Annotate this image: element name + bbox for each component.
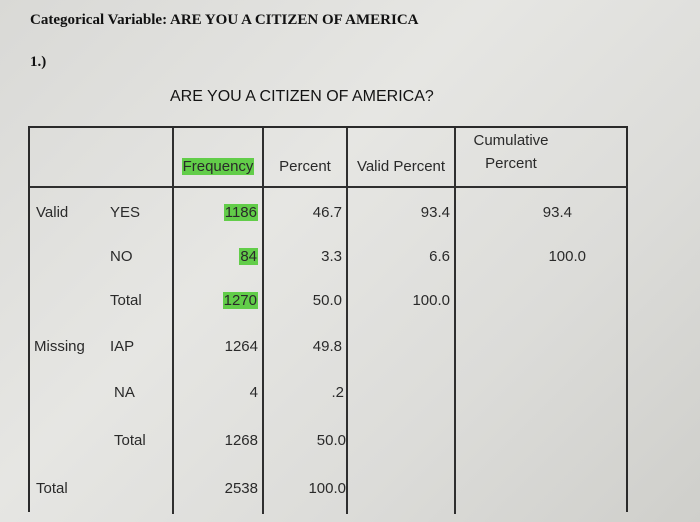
cell-no-valid-percent: 6.6 [429, 248, 450, 265]
grid-line [346, 128, 348, 514]
row-label-iap: IAP [110, 338, 135, 355]
row-label-yes: YES [110, 204, 141, 221]
no-frequency-highlight: 84 [239, 248, 258, 265]
cell-na-percent: .2 [331, 384, 344, 401]
cell-yes-frequency: 1186 [174, 204, 258, 221]
grid-line [262, 128, 264, 514]
frequency-table: Frequency Percent Valid Percent Cumulati… [28, 126, 628, 514]
cell-grand-total-frequency: 2538 [224, 480, 258, 497]
cell-yes-valid-percent: 93.4 [420, 204, 450, 221]
frequency-header-highlight: Frequency [181, 158, 255, 175]
row-label-grand-total: Total [36, 480, 68, 497]
cell-iap-frequency: 1264 [224, 338, 258, 355]
header-percent: Percent [279, 158, 331, 175]
cell-valid-total-valid-percent: 100.0 [412, 292, 450, 309]
cell-no-percent: 3.3 [321, 248, 342, 265]
row-label-valid-total: Total [110, 292, 142, 309]
cell-no-frequency: 84 [174, 248, 258, 265]
table-title: ARE YOU A CITIZEN OF AMERICA? [170, 88, 434, 105]
question-number: 1.) [30, 54, 47, 70]
cell-no-cumulative: 100.0 [548, 248, 586, 265]
group-label-missing: Missing [34, 338, 85, 355]
header-separator [30, 186, 628, 188]
grid-line [454, 128, 456, 514]
row-label-no: NO [110, 248, 133, 265]
header-cumulative-line1: Cumulative [473, 132, 549, 149]
row-label-na: NA [114, 384, 135, 401]
header-valid-percent: Valid Percent [356, 158, 446, 175]
row-label-missing-total: Total [114, 432, 146, 449]
cell-na-frequency: 4 [249, 384, 258, 401]
grid-line [172, 128, 174, 514]
valid-total-frequency-highlight: 1270 [222, 292, 258, 309]
cell-yes-percent: 46.7 [312, 204, 342, 221]
cell-missing-total-frequency: 1268 [224, 432, 258, 449]
yes-frequency-highlight: 1186 [223, 204, 258, 221]
cell-iap-percent: 49.8 [312, 338, 342, 355]
cell-valid-total-frequency: 1270 [174, 292, 258, 309]
header-cumulative-line2: Percent [485, 155, 537, 172]
cell-valid-total-percent: 50.0 [312, 292, 342, 309]
cell-grand-total-percent: 100.0 [308, 480, 346, 497]
header-frequency: Frequency [174, 158, 262, 175]
cell-yes-cumulative: 93.4 [542, 204, 572, 221]
cell-missing-total-percent: 50.0 [316, 432, 346, 449]
group-label-valid: Valid [36, 204, 69, 221]
document-heading: Categorical Variable: ARE YOU A CITIZEN … [30, 12, 419, 28]
